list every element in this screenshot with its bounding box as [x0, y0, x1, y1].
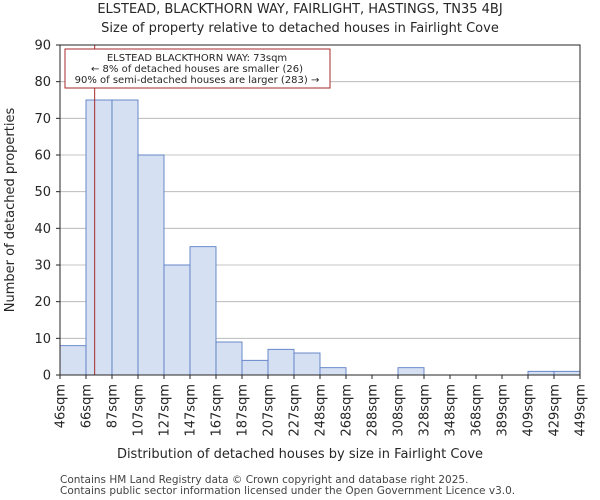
bar-87sqm: [111, 99, 139, 376]
x-tick-label: 107sqm: [132, 384, 147, 437]
x-tick-label: 429sqm: [548, 384, 563, 437]
x-tick-label: 248sqm: [314, 384, 329, 437]
y-tick-label: 80: [34, 75, 51, 90]
bar-409sqm: [527, 370, 555, 376]
x-tick-label: 66sqm: [80, 384, 95, 428]
x-axis-label: Distribution of detached houses by size …: [117, 447, 483, 462]
x-tick-label: 167sqm: [210, 384, 225, 437]
chart-title: ELSTEAD, BLACKTHORN WAY, FAIRLIGHT, HAST…: [97, 2, 502, 17]
y-tick-label: 30: [34, 259, 51, 274]
x-tick-label: 187sqm: [236, 384, 251, 437]
annotation: ELSTEAD BLACKTHORN WAY: 73sqm ← 8% of de…: [64, 48, 331, 89]
annotation-line-3: 90% of semi-detached houses are larger (…: [75, 75, 320, 86]
annotation-box: [64, 48, 331, 89]
x-tick-label: 46sqm: [54, 384, 69, 428]
bar-46sqm: [59, 345, 87, 376]
bar-308sqm: [397, 367, 425, 376]
y-tick-label: 60: [34, 149, 51, 164]
y-tick-label: 0: [43, 369, 51, 384]
bar-147sqm: [189, 246, 217, 376]
chart-subtitle: Size of property relative to detached ho…: [101, 21, 499, 36]
x-tick-label: 87sqm: [106, 384, 121, 428]
x-tick-label: 288sqm: [366, 384, 381, 437]
y-axis-label: Number of detached properties: [3, 108, 18, 313]
y-tick-label: 20: [34, 295, 51, 310]
x-tick-label: 409sqm: [522, 384, 537, 437]
annotation-line-1: ELSTEAD BLACKTHORN WAY: 73sqm: [107, 53, 287, 64]
x-tick-label: 368sqm: [470, 384, 485, 437]
bar-227sqm: [293, 352, 321, 376]
x-tick-label: 127sqm: [158, 384, 173, 437]
x-tick-label: 449sqm: [574, 384, 589, 437]
y-tick-label: 40: [34, 222, 51, 237]
bar-429sqm: [553, 370, 581, 376]
x-tick-label: 268sqm: [340, 384, 355, 437]
y-tick-label: 50: [34, 185, 51, 200]
bars: [59, 99, 581, 376]
y-tick-label: 70: [34, 112, 51, 127]
footer-line-2: Contains public sector information licen…: [60, 485, 515, 497]
bar-207sqm: [267, 348, 295, 376]
x-tick-label: 147sqm: [184, 384, 199, 437]
footer-line-1: Contains HM Land Registry data © Crown c…: [60, 474, 468, 486]
x-tick-label: 348sqm: [444, 384, 459, 437]
x-tick-label: 308sqm: [392, 384, 407, 437]
bar-167sqm: [215, 341, 243, 376]
y-tick-label: 90: [34, 39, 51, 54]
bar-66sqm: [85, 99, 113, 376]
x-tick-label: 227sqm: [288, 384, 303, 437]
bar-107sqm: [137, 154, 165, 376]
plot-frame: [59, 44, 581, 376]
x-tick-label: 389sqm: [496, 384, 511, 437]
y-tick-label: 10: [34, 332, 51, 347]
bar-187sqm: [241, 359, 269, 376]
annotation-line-2: ← 8% of detached houses are smaller (26): [91, 64, 303, 75]
y-axis-ticks: 0 10 20 30 40 50 60 70 80 90: [34, 39, 60, 384]
x-tick-label: 207sqm: [262, 384, 277, 437]
bar-248sqm: [319, 367, 347, 376]
x-tick-label: 328sqm: [418, 384, 433, 437]
bar-127sqm: [163, 264, 191, 376]
x-axis-ticks: 46sqm 66sqm 87sqm 107sqm 127sqm 147sqm 167sqm 1…: [54, 375, 589, 437]
